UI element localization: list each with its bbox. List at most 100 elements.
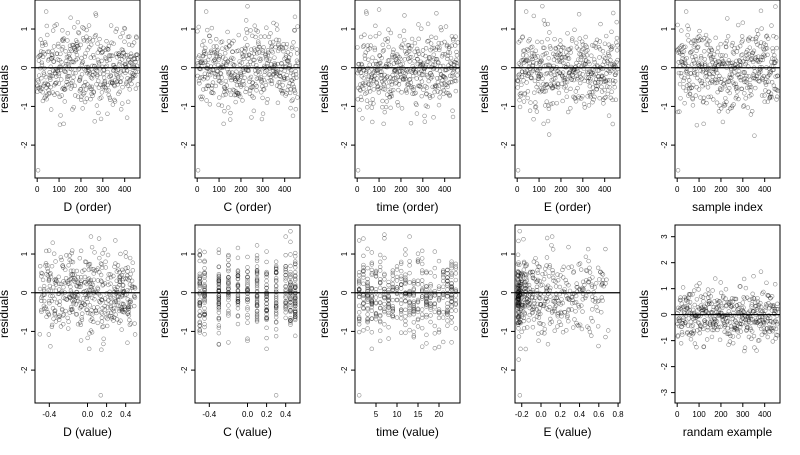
data-point: [293, 313, 298, 319]
data-point: [552, 36, 557, 42]
data-point: [515, 78, 521, 83]
data-point: [215, 72, 221, 78]
data-point: [399, 268, 404, 274]
data-point: [724, 79, 730, 85]
data-point: [293, 296, 298, 301]
data-point: [564, 79, 570, 85]
data-point: [130, 260, 135, 265]
data-point: [523, 271, 529, 277]
data-point: [588, 79, 593, 84]
data-point: [517, 299, 523, 305]
data-point: [566, 47, 571, 52]
data-point: [592, 285, 598, 290]
data-point: [517, 393, 523, 398]
data-point: [51, 59, 57, 64]
data-point: [428, 41, 434, 46]
data-point: [255, 29, 260, 34]
data-point: [293, 333, 298, 339]
data-point: [608, 47, 614, 52]
data-point: [564, 64, 569, 70]
data-point: [115, 293, 121, 299]
data-point: [128, 60, 134, 65]
data-point: [744, 325, 750, 330]
data-point: [714, 80, 719, 85]
data-point: [554, 54, 559, 60]
data-point: [542, 45, 547, 51]
data-point: [265, 61, 270, 66]
data-point: [721, 320, 727, 325]
data-point: [71, 299, 77, 305]
data-point: [374, 81, 380, 86]
data-point: [74, 47, 79, 52]
data-point: [442, 75, 447, 80]
data-point: [455, 68, 460, 73]
data-point: [737, 62, 743, 68]
data-point: [705, 327, 710, 333]
data-point: [293, 303, 298, 309]
data-point: [226, 297, 231, 303]
data-point: [764, 326, 769, 331]
data-point: [52, 296, 57, 302]
data-point: [525, 287, 530, 292]
data-point: [108, 80, 113, 85]
data-point: [264, 271, 269, 276]
data-point: [273, 68, 279, 74]
data-point: [295, 24, 300, 29]
y-tick-label: -1: [660, 337, 669, 345]
data-point: [399, 286, 404, 291]
data-point: [739, 311, 745, 316]
data-point: [527, 312, 532, 318]
data-point: [532, 295, 538, 300]
data-point: [440, 86, 445, 91]
data-point: [563, 79, 568, 85]
data-point: [407, 309, 412, 314]
data-point: [264, 312, 269, 317]
data-point: [424, 299, 429, 304]
data-point: [580, 42, 586, 47]
data-point: [534, 70, 540, 76]
plot-frame: [354, 224, 461, 404]
data-point: [99, 347, 104, 352]
data-point: [424, 293, 429, 298]
data-point: [525, 73, 530, 78]
data-point: [267, 56, 273, 62]
data-point: [449, 293, 454, 298]
data-point: [435, 45, 440, 50]
data-point: [87, 45, 92, 50]
data-point: [388, 91, 394, 97]
data-point: [375, 84, 380, 90]
data-point: [569, 307, 574, 312]
data-point: [273, 259, 279, 264]
x-axis-label: sample index: [692, 200, 763, 214]
data-point: [254, 311, 260, 316]
data-point: [390, 284, 395, 290]
data-point: [72, 276, 77, 281]
data-point: [529, 50, 535, 56]
data-point: [683, 44, 688, 49]
data-point: [399, 274, 404, 279]
data-point: [216, 315, 222, 321]
data-point: [116, 53, 122, 58]
data-point: [213, 83, 218, 89]
data-point: [518, 283, 523, 289]
data-point: [451, 38, 456, 43]
data-point: [399, 297, 404, 303]
data-point: [381, 121, 386, 127]
data-point: [714, 100, 720, 105]
data-point: [774, 45, 779, 51]
data-point: [235, 268, 241, 273]
data-point: [613, 97, 619, 102]
data-point: [375, 84, 381, 89]
data-point: [753, 39, 759, 44]
data-point: [121, 54, 127, 60]
data-point: [77, 300, 83, 305]
data-point: [248, 85, 253, 90]
data-point: [612, 85, 617, 90]
data-point: [712, 319, 718, 324]
data-point: [119, 301, 124, 306]
data-point: [67, 253, 72, 258]
data-point: [394, 60, 400, 66]
data-point: [411, 286, 416, 291]
data-point: [584, 75, 589, 80]
